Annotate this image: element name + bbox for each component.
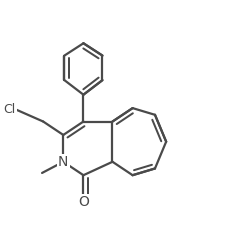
Text: N: N bbox=[58, 155, 68, 169]
Text: O: O bbox=[78, 195, 89, 209]
Text: Cl: Cl bbox=[4, 103, 16, 116]
